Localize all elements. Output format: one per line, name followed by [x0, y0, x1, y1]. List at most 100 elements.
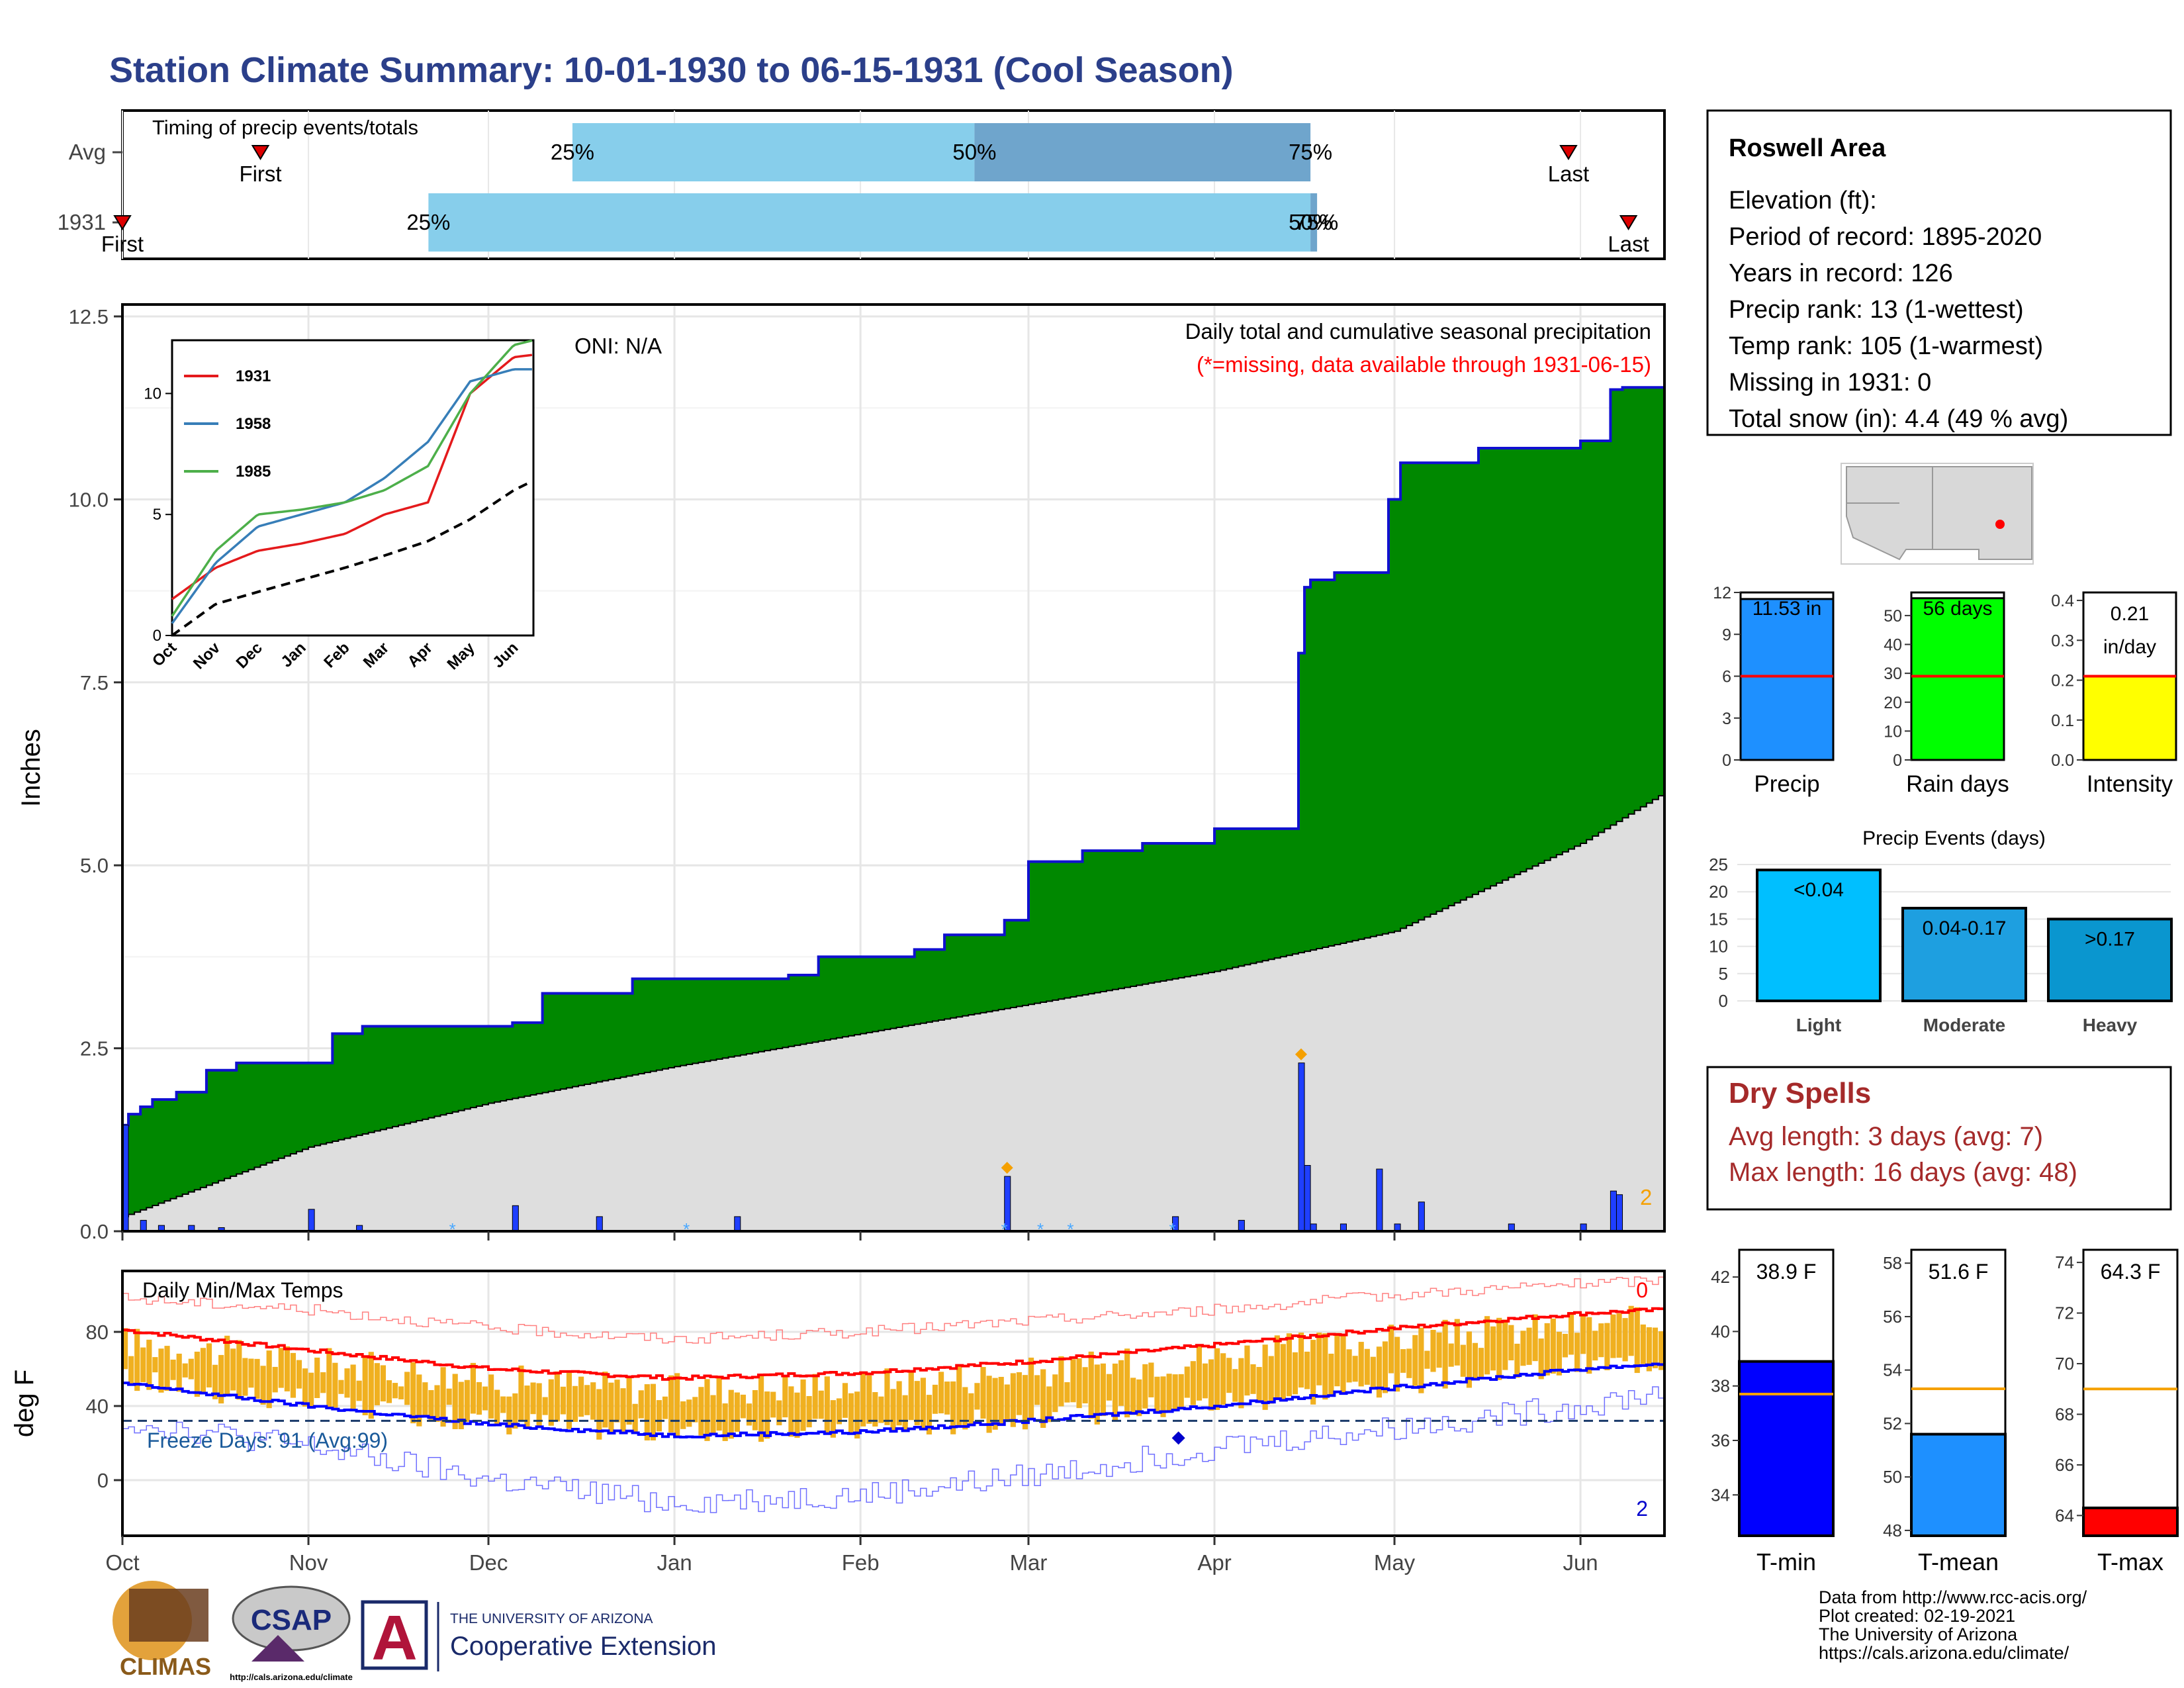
ua-logo-small-text: THE UNIVERSITY OF ARIZONA [450, 1611, 653, 1626]
temp-daily-bar [1142, 1364, 1148, 1409]
temp-daily-bar [524, 1385, 530, 1428]
temp-daily-bar [1250, 1364, 1256, 1394]
temp-daily-bar [242, 1358, 248, 1396]
temp-bar-label: T-mean [1918, 1548, 1999, 1575]
temp-daily-bar [1604, 1323, 1610, 1370]
events-bar [2047, 917, 2173, 1003]
mini-bar-ytick-label: 0.1 [2051, 712, 2074, 730]
temp-daily-bar [554, 1371, 560, 1422]
temp-daily-bar [1574, 1333, 1580, 1372]
timing-avg-iqr-high [974, 123, 1311, 181]
temp-daily-bar [302, 1368, 308, 1407]
precip-snow-marker: * [1001, 1219, 1008, 1239]
temp-daily-bar [1292, 1352, 1298, 1395]
temp-daily-bar [1010, 1373, 1016, 1427]
summary-bars: 0 3 6 9 12 11.53 in Precip 0 10 20 30 40 50 56 days Ra… [1713, 584, 2177, 797]
temp-daily-bar [356, 1380, 362, 1401]
temp-bar-value-label: 38.9 F [1756, 1260, 1817, 1284]
temp-daily-bar [800, 1379, 806, 1431]
temp-bar-ytick-label: 54 [1883, 1360, 1902, 1380]
mini-bar-ytick-label: 3 [1722, 710, 1731, 728]
temp-daily-bar [1352, 1356, 1358, 1382]
temp-daily-bar [1340, 1333, 1346, 1393]
temp-daily-bar [890, 1389, 896, 1432]
temp-daily-bar [158, 1348, 164, 1393]
precip-cumulative-line [122, 386, 1664, 1127]
timing-avg-last-label: Last [1548, 162, 1589, 186]
mini-bar-ytick-label: 0.3 [2051, 632, 2074, 650]
precip-daily-bar [1376, 1168, 1383, 1232]
csap-logo-text: CSAP [251, 1604, 332, 1636]
temp-daily-bar [1508, 1325, 1514, 1361]
precip-panel-label: Daily total and cumulative seasonal prec… [1185, 319, 1651, 344]
temp-daily-bar [1358, 1342, 1364, 1387]
temp-daily-bar [1274, 1335, 1280, 1399]
mini-bar-value-label: 56 days [1923, 598, 1992, 620]
temp-daily-bar [674, 1373, 680, 1436]
temp-daily-bar [134, 1329, 140, 1391]
temp-bar-value-label: 64.3 F [2101, 1260, 2161, 1284]
temp-daily-bar [344, 1368, 350, 1398]
temp-daily-bar [176, 1353, 182, 1392]
temp-daily-bar [1244, 1345, 1250, 1396]
temp-daily-bar [818, 1390, 824, 1419]
temp-daily-bar [902, 1395, 908, 1430]
page-title: Station Climate Summary: 10-01-1930 to 0… [109, 50, 1234, 90]
temp-xtick-label: Jan [657, 1550, 692, 1575]
temp-daily-bar [974, 1383, 980, 1410]
precip-extreme-marker [1295, 1048, 1307, 1060]
inset-line-series [171, 480, 533, 637]
temp-daily-bar [1448, 1343, 1454, 1367]
temp-daily-bar [290, 1352, 296, 1398]
temp-daily-bar [440, 1367, 446, 1427]
temp-daily-bar [860, 1371, 866, 1427]
station-info-line: Total snow (in): 4.4 (49 % avg) [1729, 405, 2068, 433]
info-frame [1706, 109, 2172, 436]
temp-ytick-label: 80 [86, 1321, 109, 1344]
inset-ytick-label: 0 [153, 627, 161, 645]
temp-daily-bar [1106, 1374, 1113, 1401]
temp-daily-bar [560, 1386, 566, 1415]
temp-daily-bar [1514, 1343, 1520, 1378]
temp-daily-bar [632, 1403, 638, 1434]
temp-bar-label: T-max [2097, 1548, 2163, 1575]
temp-daily-bar [1346, 1349, 1352, 1383]
timing-avg-iqr-low [572, 123, 975, 181]
timing-avg-p25-label: 25% [551, 140, 594, 164]
temp-daily-bar [572, 1385, 578, 1422]
temp-daily-bar [206, 1343, 212, 1387]
temp-daily-bar [1040, 1369, 1046, 1429]
temp-daily-bar [992, 1378, 998, 1430]
temp-bar-ytick-label: 52 [1883, 1413, 1902, 1433]
precip-extreme-count: 2 [1640, 1185, 1652, 1209]
temp-daily-bar [1280, 1344, 1286, 1402]
temp-daily-bar [392, 1383, 398, 1399]
temp-daily-bar [1328, 1353, 1334, 1395]
temp-daily-bar [908, 1371, 914, 1421]
precip-frame [121, 303, 1666, 1233]
freeze-days-label: Freeze Days: 91 (Avg:99) [147, 1429, 388, 1452]
precip-daily-bar [140, 1219, 147, 1232]
temp-daily-bar [1382, 1341, 1388, 1393]
temp-daily-bar [638, 1390, 644, 1419]
mini-bar-label: Rain days [1906, 771, 2009, 797]
temp-daily-bar [1148, 1362, 1154, 1397]
temp-daily-bar [1118, 1360, 1124, 1406]
precip-average-area [122, 795, 1665, 1232]
temp-daily-bar [260, 1366, 266, 1405]
precip-daily-bar [1418, 1201, 1425, 1232]
climas-logo-text: CLIMAS [120, 1653, 211, 1680]
temp-daily-bar [512, 1393, 518, 1429]
temp-daily-bar [1556, 1331, 1562, 1376]
temp-daily-bar [146, 1339, 152, 1390]
precip-daily-bar [1610, 1190, 1617, 1232]
temp-daily-bar [656, 1400, 662, 1432]
temp-daily-bar [1298, 1333, 1304, 1388]
temp-bar-ytick-label: 64 [2055, 1505, 2074, 1525]
temp-daily-bar [1472, 1342, 1479, 1378]
temp-daily-bar [182, 1363, 188, 1378]
temp-daily-bar [1052, 1374, 1058, 1413]
temp-daily-bar [896, 1381, 902, 1426]
temp-xtick-label: Apr [1197, 1550, 1231, 1575]
